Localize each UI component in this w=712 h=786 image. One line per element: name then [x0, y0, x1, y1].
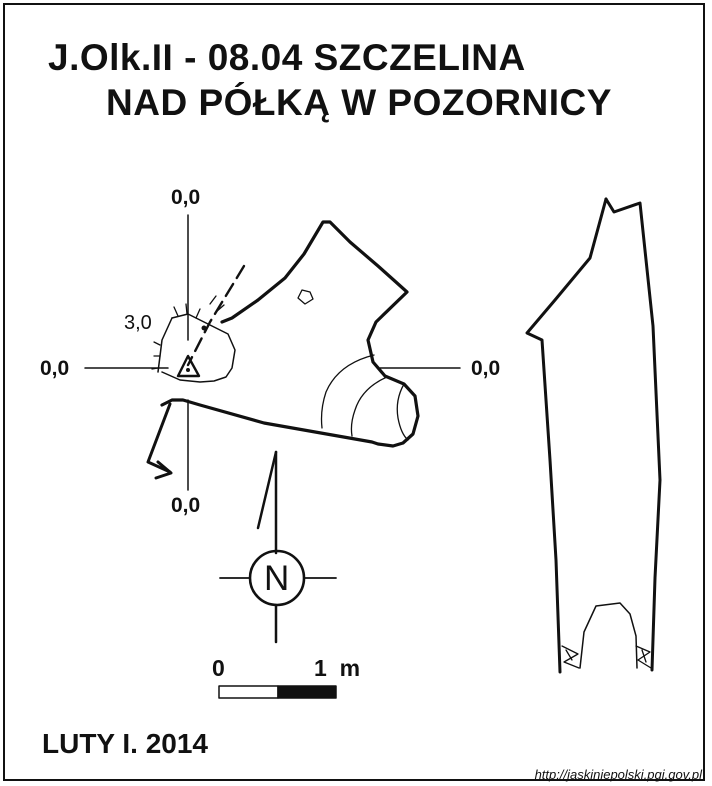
author-date: LUTY I. 2014 — [42, 728, 209, 759]
entrance-arrow-head — [154, 460, 173, 480]
cave-inner-step-2 — [350, 376, 388, 437]
entrance-arrow-shaft — [146, 402, 172, 474]
height-mark-label: 3,0 — [124, 312, 152, 334]
cave-inner-step-3 — [396, 383, 409, 441]
cave-inner-step-1 — [320, 354, 375, 429]
scale-label-end: 1 m — [314, 655, 361, 681]
title-line-1: J.Olk.II - 08.04 SZCZELINA — [48, 37, 526, 78]
cave-plan-outline — [151, 220, 420, 448]
scale-label-start: 0 — [212, 655, 225, 681]
title-line-2: NAD PÓŁKĄ W POZORNICY — [106, 82, 612, 123]
section-hatching-left — [561, 645, 580, 669]
scale-bar-black-segment — [277, 685, 337, 699]
scale-bar-white-segment — [218, 685, 279, 699]
cave-outline-main — [160, 220, 420, 448]
datum-label-top: 0,0 — [171, 186, 201, 209]
survey-station-dot — [186, 368, 190, 372]
section-floor-arch — [579, 602, 638, 669]
datum-cross-lines — [84, 214, 461, 491]
survey-shot — [186, 264, 246, 367]
cave-cross-section — [525, 197, 662, 674]
cave-entrance-ledge — [161, 313, 236, 383]
survey-point — [201, 325, 207, 331]
ledge-hatching — [151, 295, 225, 370]
datum-label-right: 0,0 — [471, 357, 501, 380]
source-link[interactable]: http://jaskiniepolski.pgi.gov.pl — [534, 767, 702, 782]
survey-station-triangle — [176, 354, 201, 378]
section-hatching-right — [635, 645, 652, 669]
cave-west-ledge — [157, 317, 173, 373]
entrance-arrow — [146, 402, 173, 480]
scale-bar — [218, 685, 337, 699]
section-outline-right — [604, 197, 662, 672]
section-outline-left — [525, 197, 608, 674]
datum-label-bottom: 0,0 — [171, 494, 201, 517]
north-arrow-line — [256, 450, 278, 530]
north-arrow — [219, 450, 337, 644]
north-letter: N — [264, 559, 290, 598]
north-arrow-circle — [248, 549, 306, 607]
survey-line — [176, 264, 246, 378]
sheet-border — [3, 3, 705, 781]
cave-rock-block — [297, 289, 314, 305]
datum-label-left: 0,0 — [40, 357, 70, 380]
